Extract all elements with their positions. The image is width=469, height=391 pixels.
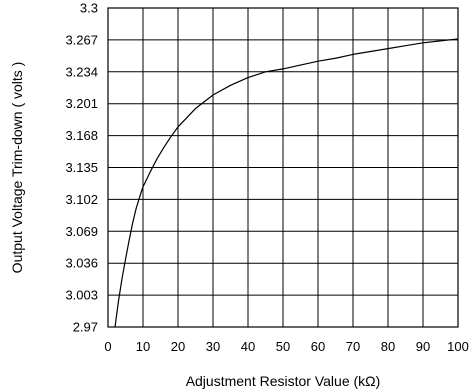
y-tick-label: 3.3 <box>80 1 98 16</box>
y-tick-labels: 3.3 3.267 3.234 3.201 3.168 3.135 3.102 3.069 3.… <box>65 1 98 335</box>
x-tick-label: 100 <box>447 339 469 354</box>
x-tick-label: 40 <box>241 339 255 354</box>
x-tick-label: 0 <box>104 339 111 354</box>
y-tick-label: 3.003 <box>65 288 98 303</box>
y-tick-label: 3.102 <box>65 192 98 207</box>
x-tick-labels: 0 10 20 30 40 50 60 70 80 90 100 <box>104 339 468 354</box>
y-tick-label: 3.234 <box>65 64 98 79</box>
y-tick-label: 3.267 <box>65 32 98 47</box>
x-tick-label: 70 <box>346 339 360 354</box>
x-tick-label: 50 <box>276 339 290 354</box>
y-axis-title: Output Voltage Trim-down ( volts ) <box>9 62 25 274</box>
y-tick-label: 3.036 <box>65 256 98 271</box>
y-tick-label: 2.97 <box>73 320 98 335</box>
x-tick-label: 60 <box>311 339 325 354</box>
x-tick-label: 10 <box>136 339 150 354</box>
x-axis-title: Adjustment Resistor Value (kΩ) <box>186 373 381 389</box>
y-tick-label: 3.201 <box>65 96 98 111</box>
y-tick-label: 3.168 <box>65 128 98 143</box>
x-tick-label: 20 <box>171 339 185 354</box>
plot-frame <box>107 7 459 328</box>
y-tick-label: 3.135 <box>65 160 98 175</box>
x-tick-label: 30 <box>206 339 220 354</box>
series-line <box>114 38 459 328</box>
series-group <box>114 38 459 328</box>
x-tick-label: 90 <box>416 339 430 354</box>
grid <box>108 8 458 327</box>
y-tick-label: 3.069 <box>65 224 98 239</box>
x-tick-label: 80 <box>381 339 395 354</box>
